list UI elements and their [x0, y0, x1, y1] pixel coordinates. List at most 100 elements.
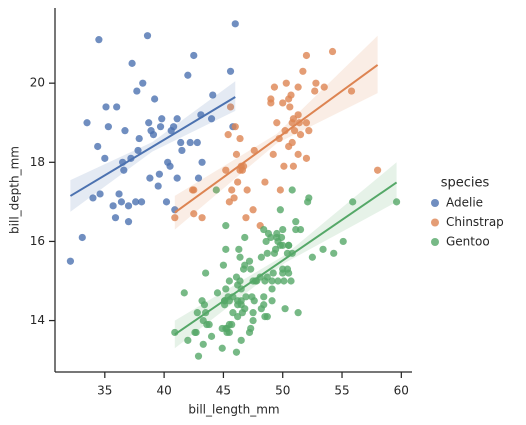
- point: [154, 182, 162, 190]
- point: [166, 162, 174, 170]
- point: [171, 214, 179, 222]
- point: [236, 166, 244, 174]
- point: [224, 131, 232, 139]
- point: [287, 91, 295, 99]
- point: [279, 225, 287, 234]
- point: [229, 309, 237, 317]
- point: [111, 214, 120, 222]
- point: [121, 127, 129, 135]
- point: [226, 67, 235, 75]
- point: [186, 138, 194, 147]
- point: [277, 233, 286, 242]
- point: [264, 229, 273, 238]
- point: [241, 233, 249, 242]
- legend-marker: [431, 238, 439, 246]
- legend-label: Gentoo: [446, 235, 490, 249]
- point: [261, 178, 269, 186]
- y-tick-label: 16: [30, 234, 45, 248]
- point: [249, 309, 257, 317]
- point: [199, 316, 207, 325]
- x-tick-label: 55: [334, 384, 349, 398]
- point: [281, 127, 289, 135]
- point: [294, 309, 302, 317]
- point: [158, 115, 166, 123]
- point: [305, 194, 313, 202]
- point: [235, 245, 243, 253]
- point: [285, 269, 293, 277]
- point: [231, 20, 239, 28]
- point: [236, 134, 244, 143]
- x-tick-label: 35: [97, 384, 112, 398]
- point: [226, 103, 235, 111]
- x-tick-label: 60: [394, 384, 409, 398]
- point: [305, 127, 313, 135]
- point: [173, 174, 181, 182]
- point: [124, 202, 133, 210]
- point: [213, 289, 222, 297]
- point: [392, 198, 401, 206]
- point: [285, 241, 293, 249]
- point: [66, 257, 75, 265]
- point: [145, 119, 153, 127]
- point: [268, 277, 276, 285]
- point: [190, 186, 198, 194]
- legend-title: species: [441, 176, 490, 191]
- point: [294, 83, 302, 91]
- point: [207, 115, 216, 123]
- regression-line: [174, 181, 398, 336]
- point: [275, 134, 283, 143]
- point: [120, 166, 128, 174]
- point: [225, 277, 233, 285]
- point: [311, 87, 319, 95]
- point: [308, 253, 316, 261]
- point: [232, 348, 241, 356]
- point: [288, 119, 296, 127]
- series-points: [171, 47, 382, 230]
- point: [156, 123, 165, 131]
- point: [231, 123, 239, 131]
- point: [288, 138, 296, 147]
- point: [319, 245, 327, 253]
- point: [173, 115, 181, 123]
- point: [302, 154, 311, 162]
- point: [249, 206, 257, 214]
- point: [190, 51, 198, 60]
- point: [190, 210, 198, 218]
- point: [218, 344, 226, 352]
- point: [257, 253, 265, 261]
- point: [296, 131, 305, 139]
- point: [117, 198, 126, 206]
- point: [261, 313, 269, 321]
- point: [339, 237, 347, 246]
- point: [281, 305, 289, 313]
- point: [273, 119, 281, 127]
- point: [222, 245, 230, 253]
- point: [135, 134, 143, 143]
- point: [272, 245, 280, 253]
- point: [289, 162, 297, 170]
- point: [328, 47, 337, 56]
- point: [83, 119, 91, 127]
- legend-marker: [431, 218, 439, 227]
- point: [198, 158, 206, 166]
- point: [143, 32, 152, 40]
- point: [302, 51, 311, 60]
- point: [222, 166, 230, 174]
- point: [95, 36, 103, 44]
- x-axis-label: bill_length_mm: [188, 403, 279, 417]
- point: [170, 123, 178, 131]
- point: [320, 83, 328, 91]
- point: [222, 285, 230, 293]
- point: [312, 79, 320, 87]
- point: [242, 214, 250, 222]
- point: [115, 190, 123, 198]
- point: [184, 71, 192, 79]
- point: [194, 174, 203, 182]
- point: [219, 261, 228, 269]
- point: [294, 150, 302, 158]
- point: [267, 95, 275, 103]
- point: [146, 174, 154, 182]
- legend-label: Adelie: [446, 196, 483, 210]
- point: [287, 277, 295, 285]
- point: [94, 142, 102, 151]
